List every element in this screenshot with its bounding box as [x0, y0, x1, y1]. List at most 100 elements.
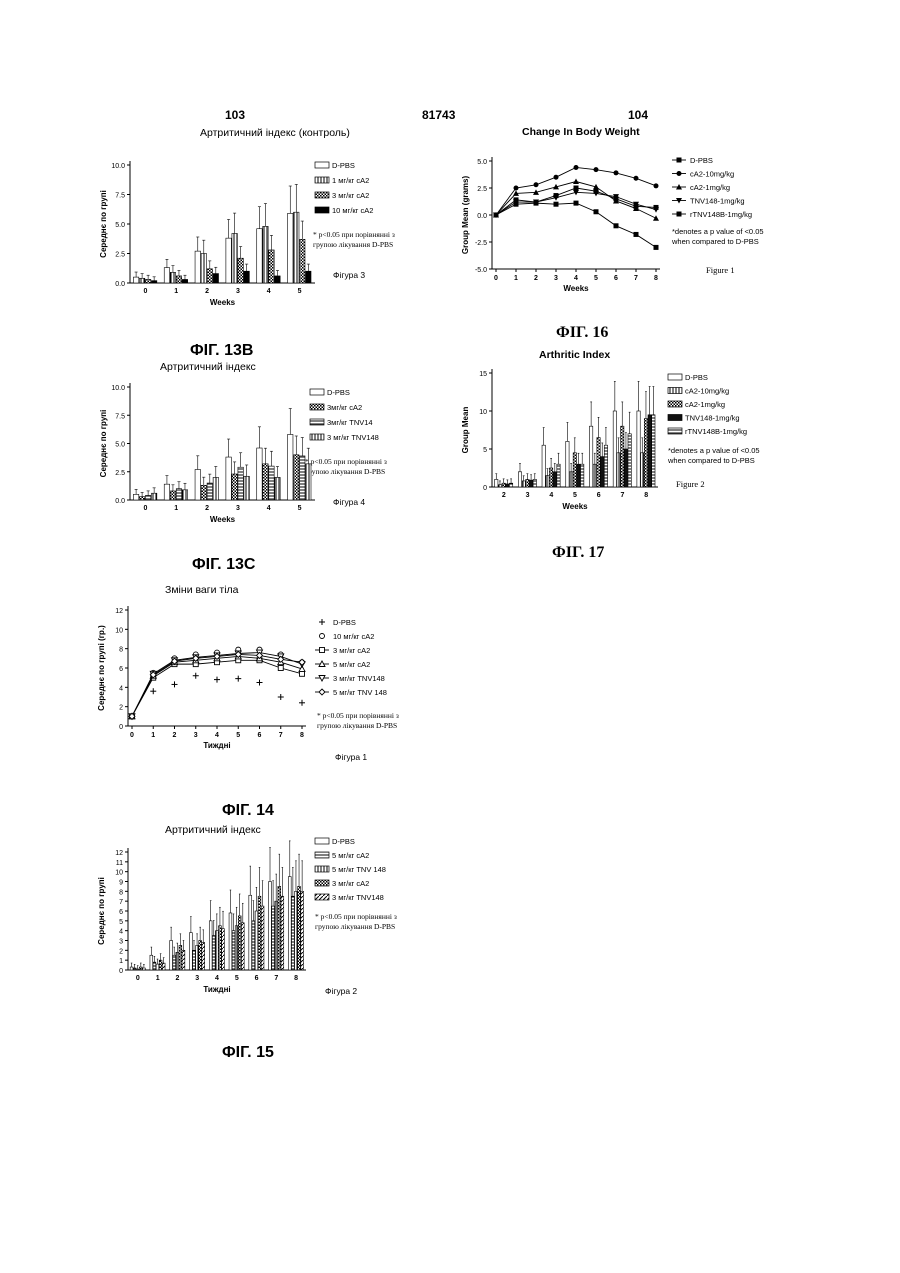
legend-label: 3 мг/кг TNV148 — [333, 674, 385, 683]
bar — [509, 483, 512, 487]
legend-marker — [320, 648, 325, 653]
bar — [542, 445, 545, 487]
bar — [139, 967, 142, 970]
significance-note: * p<0.05 при порівнянні з — [315, 912, 397, 921]
bar — [139, 278, 144, 283]
bar — [581, 464, 584, 487]
legend-label: 10 мг/кг cA2 — [332, 206, 373, 215]
legend-marker — [677, 158, 682, 163]
legend-label: TNV148-1mg/kg — [690, 197, 745, 206]
bar — [569, 472, 572, 487]
bar — [182, 279, 187, 283]
legend-label: 3мг/кг TNV14 — [327, 418, 373, 427]
data-point — [614, 223, 619, 228]
chart-svg: Зміни ваги тіла024681012Середнє по групі… — [95, 580, 435, 795]
bar — [164, 484, 169, 500]
bar — [244, 271, 249, 283]
figure-sub-label: Figure 1 — [706, 265, 735, 275]
legend-swatch — [310, 389, 324, 395]
document-number: 81743 — [422, 108, 455, 122]
chart-title: Arthritic Index — [539, 349, 610, 361]
bar — [249, 895, 252, 970]
x-tick-label: 0 — [130, 732, 134, 739]
legend-label: cA2-1mg/kg — [685, 400, 725, 409]
y-tick-label: 8 — [119, 647, 123, 654]
bar — [213, 477, 218, 500]
chart-title: Артритичний індекс (контроль) — [200, 127, 350, 139]
bar — [176, 276, 181, 283]
bar — [182, 490, 187, 500]
bar — [244, 476, 249, 500]
data-point — [150, 688, 156, 694]
bar — [222, 929, 225, 970]
data-point — [594, 189, 599, 194]
data-point — [534, 182, 539, 187]
legend-label: D-PBS — [332, 161, 355, 170]
bar — [281, 896, 284, 970]
legend-swatch — [315, 207, 329, 213]
significance-note: * p<0.05 при порівнянні з — [313, 230, 395, 239]
bar — [526, 479, 529, 487]
legend-label: 5 мг/кг TNV 148 — [333, 688, 387, 697]
bar — [306, 271, 311, 283]
data-point — [554, 193, 559, 198]
y-axis-label: Середнє по групі — [99, 190, 108, 258]
bar — [133, 968, 136, 970]
x-tick-label: 8 — [294, 975, 298, 982]
x-tick-label: 4 — [215, 732, 219, 739]
legend-marker — [320, 634, 325, 639]
y-tick-label: 2.5 — [115, 252, 125, 259]
page-number-right: 104 — [628, 108, 648, 122]
significance-note: групою лікування D-PBS — [317, 721, 397, 730]
x-tick-label: 0 — [143, 505, 147, 512]
data-point — [257, 680, 263, 686]
y-tick-label: 10.0 — [111, 385, 125, 392]
y-tick-label: 0.0 — [477, 213, 487, 220]
legend-label: D-PBS — [333, 618, 356, 627]
y-tick-label: 5 — [483, 447, 487, 454]
series-line — [496, 203, 656, 247]
x-axis-label: Тиждні — [203, 985, 230, 994]
legend-label: 5 мг/кг cA2 — [332, 851, 369, 860]
legend-label: 3 мг/кг cA2 — [333, 646, 370, 655]
bar — [232, 474, 237, 500]
bar — [151, 281, 156, 283]
y-tick-label: 7.5 — [115, 193, 125, 200]
significance-note: when compared to D-PBS — [667, 456, 755, 465]
bar — [573, 453, 576, 487]
x-tick-label: 3 — [526, 492, 530, 499]
x-tick-label: 4 — [267, 288, 271, 295]
bar — [298, 886, 301, 970]
legend-swatch — [668, 428, 682, 434]
bar — [232, 233, 237, 283]
y-axis-label: Group Mean (grams) — [461, 176, 470, 255]
data-point — [300, 671, 305, 676]
y-tick-label: 6 — [119, 909, 123, 916]
y-tick-label: 2 — [119, 705, 123, 712]
figure-sub-label: Фігура 1 — [335, 752, 367, 762]
legend-label: cA2-1mg/kg — [690, 183, 730, 192]
x-tick-label: 3 — [236, 288, 240, 295]
chart-svg: Артритичний індекс0.02.55.07.510.0Середн… — [95, 360, 435, 550]
bar — [275, 276, 280, 283]
y-axis-label: Середнє по групі — [99, 410, 108, 478]
y-tick-label: 11 — [116, 860, 123, 867]
legend-swatch — [668, 401, 682, 407]
legend-swatch — [310, 419, 324, 425]
data-point — [514, 186, 519, 191]
bar — [557, 464, 560, 487]
bar — [258, 896, 261, 970]
data-point — [172, 681, 178, 687]
legend-swatch — [668, 388, 682, 394]
bar — [201, 485, 206, 500]
legend-label: 1 мг/кг cA2 — [332, 176, 369, 185]
data-point — [654, 205, 659, 210]
bar — [156, 964, 159, 970]
x-tick-label: 8 — [300, 732, 304, 739]
y-axis-label: Group Mean — [461, 407, 470, 454]
bar — [238, 467, 243, 500]
legend-label: D-PBS — [327, 388, 350, 397]
bar — [151, 493, 156, 500]
bar — [170, 272, 175, 283]
legend-label: 5 мг/кг cA2 — [333, 660, 370, 669]
